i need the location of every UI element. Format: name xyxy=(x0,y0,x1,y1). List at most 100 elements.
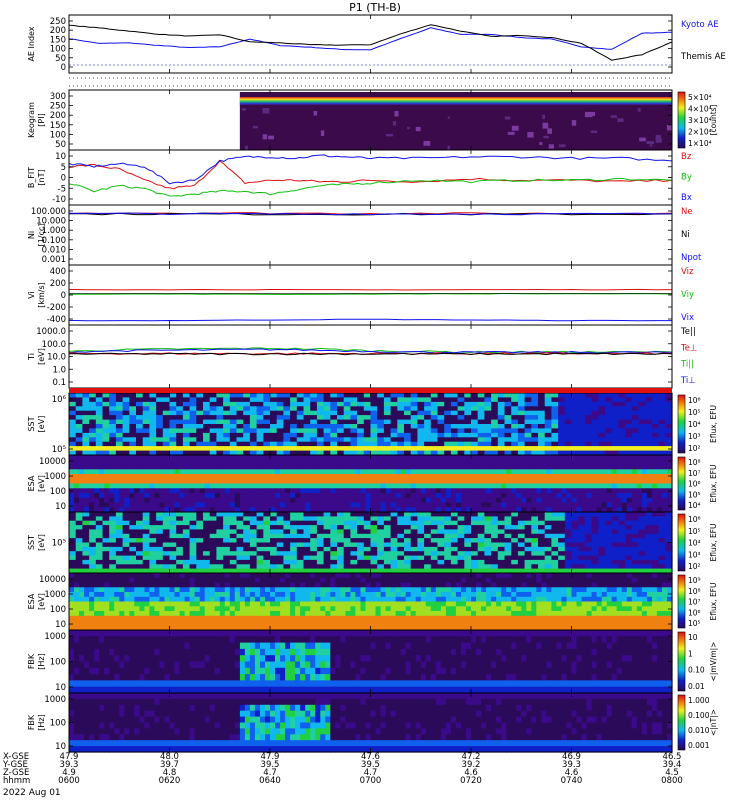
heatmap-cell xyxy=(437,559,445,565)
heatmap-cell xyxy=(303,516,311,522)
heatmap-cell xyxy=(471,564,479,570)
heatmap-cell xyxy=(435,497,442,504)
heatmap-cell xyxy=(204,582,211,588)
heatmap-cell xyxy=(440,592,447,598)
heatmap-cell xyxy=(363,419,372,425)
heatmap-cell xyxy=(159,502,165,508)
heatmap-cell xyxy=(162,512,171,517)
heatmap-cell xyxy=(104,592,110,598)
heatmap-cell xyxy=(199,464,206,470)
heatmap-cell xyxy=(404,424,412,429)
heatmap-cell xyxy=(345,459,351,466)
heatmap-cell xyxy=(194,459,201,466)
heatmap-cell xyxy=(558,393,566,398)
heatmap-cell xyxy=(551,538,559,544)
heatmap-cell xyxy=(618,415,626,421)
heatmap-cell xyxy=(256,516,264,522)
heatmap-cell xyxy=(578,406,586,412)
heatmap-cell xyxy=(564,428,573,434)
heatmap-cell xyxy=(189,497,196,504)
heatmap-cell xyxy=(377,401,385,407)
heatmap-cell xyxy=(551,446,559,452)
heatmap-cell xyxy=(239,587,246,593)
heatmap-cell xyxy=(561,592,568,598)
heatmap-cell xyxy=(310,397,318,403)
heatmap-cell xyxy=(591,502,598,508)
heatmap-cell xyxy=(296,568,305,574)
heatmap-cell xyxy=(591,529,599,535)
heatmap-cell xyxy=(397,538,405,544)
heatmap-cell xyxy=(154,469,160,475)
heatmap-cell xyxy=(114,497,120,504)
heatmap-cell xyxy=(295,497,301,504)
heatmap-cell xyxy=(611,424,619,429)
heatmap-cell xyxy=(400,455,407,461)
heatmap-cell xyxy=(74,502,80,508)
heatmap-cell xyxy=(546,577,552,584)
heatmap-cell xyxy=(662,582,668,588)
heatmap-cell xyxy=(320,464,326,470)
legend-entry: Vix xyxy=(681,313,694,323)
heatmap-cell xyxy=(564,393,573,398)
heatmap-cell xyxy=(89,469,95,475)
heatmap-cell xyxy=(524,437,532,443)
heatmap-cell xyxy=(601,455,608,461)
heatmap-cell xyxy=(310,446,318,452)
heatmap-cell xyxy=(330,577,336,584)
heatmap-cell xyxy=(638,437,646,443)
heatmap-cell xyxy=(491,397,499,403)
heatmap-cell xyxy=(357,512,365,517)
heatmap-cell xyxy=(243,559,251,565)
heatmap-cell xyxy=(94,596,100,603)
heatmap-cell xyxy=(75,446,83,452)
heatmap-cell xyxy=(667,464,673,470)
heatmap-cell xyxy=(471,502,477,508)
heatmap-cell xyxy=(636,507,643,513)
heatmap-cell xyxy=(665,512,673,517)
heatmap-cell xyxy=(471,437,479,443)
heatmap-cell xyxy=(571,474,578,480)
heatmap-cell xyxy=(214,464,221,470)
heatmap-cell xyxy=(119,497,125,504)
heatmap-cell xyxy=(417,564,425,570)
heatmap-cell xyxy=(450,582,457,588)
heatmap-cell xyxy=(606,573,613,579)
heatmap-cell xyxy=(357,450,365,456)
heatmap-cell xyxy=(497,410,506,416)
heatmap-cell xyxy=(69,525,77,531)
colorbar-tick-label: 10² xyxy=(688,562,701,571)
heatmap-cell xyxy=(618,533,626,539)
heatmap-cell xyxy=(471,469,477,475)
heatmap-cell xyxy=(390,410,398,416)
heatmap-cell xyxy=(303,450,311,456)
heatmap-cell xyxy=(616,464,623,470)
heatmap-cell xyxy=(410,441,418,447)
heatmap-cell xyxy=(189,555,197,561)
heatmap-cell xyxy=(337,401,345,407)
colorbar-unit: Eflux, EFU xyxy=(709,524,718,562)
heatmap-cell xyxy=(636,582,643,588)
y-tick-label: 0 xyxy=(61,63,66,73)
keogram-feature xyxy=(268,135,275,140)
heatmap-cell xyxy=(290,538,298,544)
heatmap-cell xyxy=(94,478,100,485)
heatmap-cell xyxy=(204,577,211,584)
heatmap-cell xyxy=(109,542,117,548)
heatmap-cell xyxy=(285,582,291,588)
heatmap-cell xyxy=(263,397,271,403)
heatmap-cell xyxy=(621,488,628,494)
heatmap-cell xyxy=(484,397,492,403)
heatmap-cell xyxy=(350,469,356,475)
heatmap-cell xyxy=(149,441,157,447)
heatmap-cell xyxy=(330,559,338,565)
heatmap-cell xyxy=(254,493,261,499)
heatmap-cell xyxy=(658,525,666,531)
heatmap-cell xyxy=(340,478,346,485)
heatmap-cell xyxy=(618,525,626,531)
heatmap-cell xyxy=(621,502,628,508)
heatmap-cell xyxy=(156,437,164,443)
heatmap-cell xyxy=(139,502,145,508)
heatmap-cell xyxy=(209,432,217,438)
heatmap-cell xyxy=(437,529,445,535)
heatmap-cell xyxy=(380,488,387,494)
